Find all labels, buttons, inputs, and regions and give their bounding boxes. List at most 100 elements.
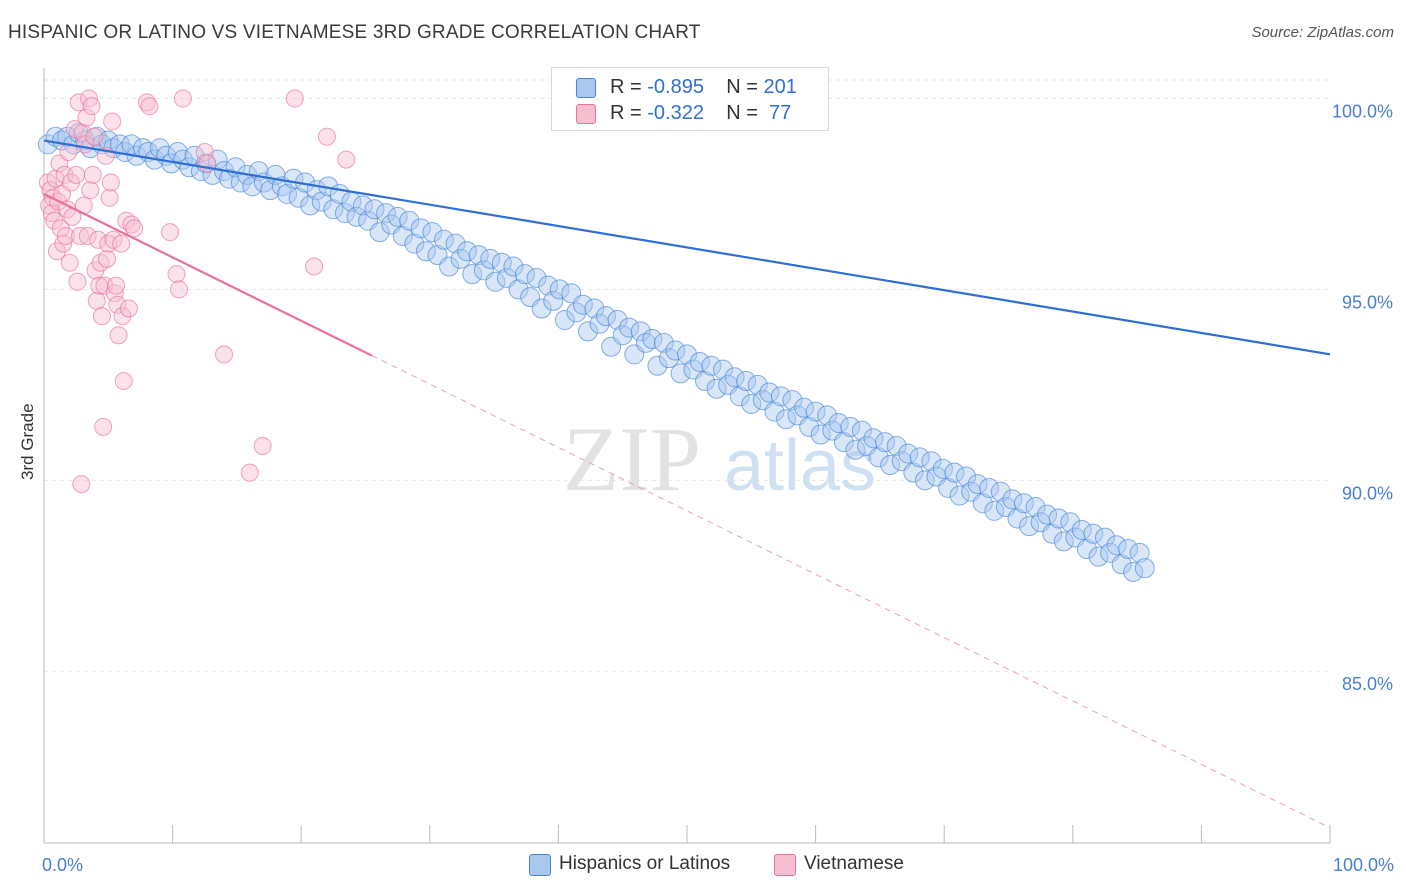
data-point — [167, 265, 186, 284]
data-point — [392, 225, 413, 246]
data-point — [1037, 504, 1058, 525]
data-point — [840, 416, 861, 437]
r-label: R = — [610, 76, 648, 98]
data-point — [914, 470, 935, 491]
data-point — [695, 371, 716, 392]
data-point — [549, 279, 570, 300]
y-tick-label: 100.0% — [1332, 102, 1393, 122]
data-point — [46, 169, 65, 188]
data-point — [1060, 512, 1081, 533]
data-point — [45, 211, 64, 230]
data-point — [121, 134, 142, 155]
data-point — [125, 219, 144, 238]
y-tick-label: 90.0% — [1342, 483, 1393, 503]
data-point — [485, 271, 506, 292]
data-point — [577, 321, 598, 342]
data-point — [364, 199, 385, 220]
data-point — [1111, 554, 1132, 575]
data-point — [92, 307, 111, 326]
n-label: N = — [726, 102, 764, 124]
data-point — [67, 165, 86, 184]
data-point — [584, 298, 605, 319]
data-point — [1002, 489, 1023, 510]
data-point — [85, 127, 104, 146]
data-point — [462, 264, 483, 285]
data-point — [990, 481, 1011, 502]
trend-lines — [43, 139, 1331, 829]
data-point — [323, 199, 344, 220]
data-point — [863, 428, 884, 449]
data-point — [868, 447, 889, 468]
data-point — [346, 206, 367, 227]
data-point — [713, 359, 734, 380]
data-point — [880, 455, 901, 476]
data-point — [1123, 561, 1144, 582]
n-label: N = — [726, 76, 764, 98]
y-tick-label: 85.0% — [1342, 674, 1393, 694]
data-point — [554, 309, 575, 330]
data-point — [799, 416, 820, 437]
data-point — [1013, 493, 1034, 514]
series-vietnamese — [38, 89, 356, 494]
data-point — [828, 413, 849, 434]
points — [37, 89, 1155, 582]
data-point — [724, 367, 745, 388]
data-point — [72, 475, 91, 494]
data-point — [215, 345, 234, 364]
data-point — [595, 306, 616, 327]
data-point — [949, 485, 970, 506]
data-point — [113, 307, 132, 326]
stats-text: R = -0.895 N = 201 — [610, 76, 797, 99]
data-point — [108, 295, 127, 314]
data-point — [665, 340, 686, 361]
data-point — [967, 474, 988, 495]
data-point — [956, 466, 977, 487]
data-point — [334, 203, 355, 224]
data-point — [119, 299, 138, 318]
data-point — [875, 432, 896, 453]
data-point — [1118, 539, 1139, 560]
r-value: -0.895 — [647, 76, 704, 98]
data-point — [311, 191, 332, 212]
data-point — [103, 112, 122, 131]
data-point — [352, 195, 373, 216]
data-point — [514, 264, 535, 285]
axes — [43, 68, 1331, 844]
data-point — [253, 436, 272, 455]
n-value: 77 — [763, 102, 792, 124]
data-point — [572, 294, 593, 315]
data-point — [642, 329, 663, 350]
data-point — [729, 386, 750, 407]
data-point — [630, 321, 651, 342]
data-point — [109, 326, 128, 345]
data-point — [89, 230, 108, 249]
data-point — [759, 382, 780, 403]
data-point — [140, 97, 159, 116]
data-point — [1076, 539, 1097, 560]
series-hispanic — [37, 122, 1155, 582]
data-point — [903, 462, 924, 483]
data-point — [277, 183, 298, 204]
data-point — [689, 351, 710, 372]
swatch-hispanic — [576, 78, 596, 98]
legend-label: Hispanics or Latinos — [559, 853, 731, 874]
data-point — [78, 226, 97, 245]
x-tick-label: 100.0% — [1333, 855, 1394, 875]
data-point — [810, 424, 831, 445]
data-point — [195, 142, 214, 161]
data-point — [422, 222, 443, 243]
data-point — [56, 226, 75, 245]
data-point — [1106, 535, 1127, 556]
trend-line-vietnamese — [43, 192, 373, 357]
data-point — [619, 317, 640, 338]
data-point — [1053, 531, 1074, 552]
data-point — [98, 249, 117, 268]
data-point — [607, 309, 628, 330]
watermark-zip: ZIP — [563, 408, 701, 510]
data-point — [387, 206, 408, 227]
data-point — [805, 401, 826, 422]
data-point — [938, 477, 959, 498]
data-point — [100, 188, 119, 207]
data-point — [503, 256, 524, 277]
data-point — [112, 234, 131, 253]
